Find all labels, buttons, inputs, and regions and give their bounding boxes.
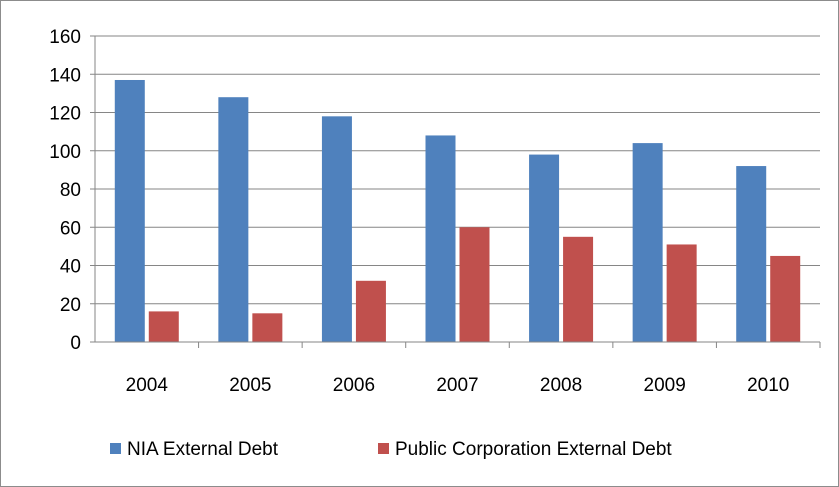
x-tick-labels: 2004 2005 2006 2007 2008 2009 2010 xyxy=(126,375,790,396)
y-tick-label: 120 xyxy=(49,104,81,125)
bar-public-corporation-2004 xyxy=(148,311,179,342)
legend-swatch-nia xyxy=(110,443,121,454)
y-tick-labels: 0 20 40 60 80 100 120 140 160 xyxy=(49,27,81,354)
bar-public-corporation-2008 xyxy=(563,236,594,342)
y-tick-label: 40 xyxy=(60,257,81,278)
bar-nia-2010 xyxy=(736,166,767,342)
x-tick-label: 2004 xyxy=(126,375,169,396)
x-tick-label: 2007 xyxy=(436,375,478,396)
bar-nia-2009 xyxy=(632,143,663,342)
y-tick-label: 100 xyxy=(49,142,81,163)
y-tick-label: 80 xyxy=(60,180,81,201)
bar-nia-2005 xyxy=(218,97,249,342)
bar-public-corporation-2007 xyxy=(459,227,490,342)
gridlines xyxy=(90,35,821,348)
x-tick-label: 2008 xyxy=(540,375,582,396)
bars xyxy=(114,79,801,343)
y-tick-label: 0 xyxy=(70,333,81,354)
x-tick-label: 2005 xyxy=(229,375,271,396)
y-tick-label: 60 xyxy=(60,218,81,239)
y-tick-label: 20 xyxy=(60,295,81,316)
bar-public-corporation-2010 xyxy=(770,255,801,342)
legend-label-public-corporation: Public Corporation External Debt xyxy=(395,439,672,460)
bar-public-corporation-2005 xyxy=(252,313,283,342)
bar-public-corporation-2009 xyxy=(666,244,697,342)
bar-public-corporation-2006 xyxy=(355,280,386,342)
bar-nia-2008 xyxy=(529,154,560,342)
legend: NIA External Debt Public Corporation Ext… xyxy=(110,439,672,460)
y-tick-label: 160 xyxy=(49,27,81,48)
legend-swatch-public-corporation xyxy=(378,443,389,454)
y-tick-label: 140 xyxy=(49,65,81,86)
legend-label-nia: NIA External Debt xyxy=(127,439,279,460)
x-tick-label: 2010 xyxy=(747,375,789,396)
bar-nia-2006 xyxy=(321,116,352,342)
bar-nia-2004 xyxy=(114,79,145,343)
bar-nia-2007 xyxy=(425,135,456,342)
axes xyxy=(94,36,820,343)
x-tick-label: 2009 xyxy=(644,375,686,396)
x-tick-label: 2006 xyxy=(333,375,375,396)
